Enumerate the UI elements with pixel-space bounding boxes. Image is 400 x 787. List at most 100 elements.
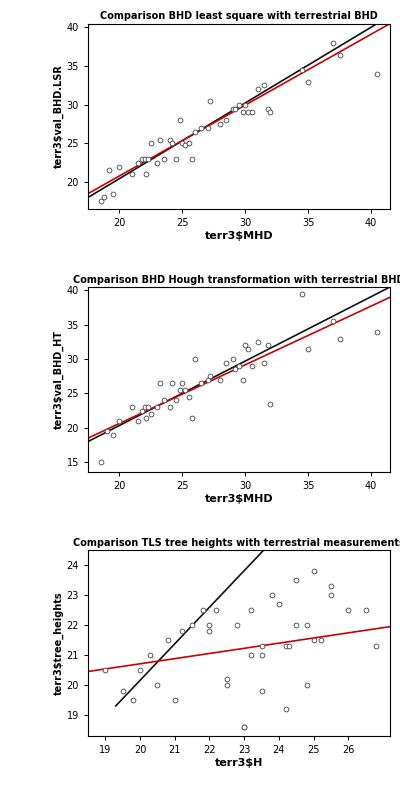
Point bbox=[198, 122, 204, 135]
Point bbox=[258, 648, 265, 661]
Point bbox=[328, 589, 334, 601]
Point bbox=[186, 137, 192, 150]
Point bbox=[310, 634, 317, 646]
Point bbox=[156, 133, 163, 146]
Point bbox=[110, 428, 116, 441]
Point bbox=[204, 122, 211, 135]
Point bbox=[147, 648, 154, 661]
Point bbox=[293, 619, 300, 631]
Point bbox=[179, 137, 186, 150]
Point bbox=[310, 565, 317, 578]
Point bbox=[145, 401, 152, 413]
Point bbox=[148, 137, 154, 150]
Y-axis label: terr3$tree_heights: terr3$tree_heights bbox=[54, 591, 64, 695]
Point bbox=[276, 598, 282, 611]
Point bbox=[330, 37, 336, 50]
Point bbox=[245, 342, 251, 355]
Point bbox=[106, 164, 112, 177]
Point bbox=[241, 721, 248, 733]
Point bbox=[240, 374, 246, 386]
Point bbox=[261, 79, 267, 92]
Point bbox=[232, 363, 238, 375]
Point bbox=[172, 693, 178, 706]
Point bbox=[207, 370, 213, 382]
Point bbox=[116, 161, 123, 173]
Point bbox=[206, 625, 213, 637]
Point bbox=[248, 106, 255, 119]
Point bbox=[269, 589, 275, 601]
Point bbox=[130, 693, 136, 706]
Point bbox=[336, 48, 343, 61]
Point bbox=[186, 390, 192, 403]
Point bbox=[101, 191, 108, 204]
Point bbox=[248, 648, 254, 661]
Point bbox=[145, 153, 152, 165]
Point bbox=[104, 425, 110, 438]
Point bbox=[97, 456, 104, 468]
Point bbox=[283, 640, 289, 652]
Point bbox=[373, 640, 379, 652]
Point bbox=[192, 125, 198, 138]
Point bbox=[154, 157, 160, 169]
Point bbox=[160, 153, 167, 165]
Point bbox=[240, 106, 246, 119]
Point bbox=[248, 604, 254, 616]
Point bbox=[293, 574, 300, 586]
Point bbox=[304, 619, 310, 631]
Point bbox=[154, 401, 160, 413]
Point bbox=[261, 357, 267, 369]
Title: Comparison BHD Hough transformation with terrestrial BHD: Comparison BHD Hough transformation with… bbox=[73, 275, 400, 285]
Point bbox=[213, 604, 220, 616]
Point bbox=[234, 619, 240, 631]
Point bbox=[139, 153, 145, 165]
Point bbox=[374, 68, 381, 80]
Point bbox=[148, 408, 154, 420]
Point bbox=[189, 153, 196, 165]
Point bbox=[305, 76, 312, 88]
Point bbox=[217, 118, 223, 131]
Point bbox=[330, 315, 336, 327]
Point bbox=[129, 401, 135, 413]
Point bbox=[336, 332, 343, 345]
Point bbox=[223, 357, 230, 369]
X-axis label: terr3$MHD: terr3$MHD bbox=[205, 494, 273, 504]
Point bbox=[245, 106, 251, 119]
Point bbox=[166, 133, 173, 146]
Point bbox=[182, 139, 188, 151]
Point bbox=[328, 580, 334, 593]
Point bbox=[179, 377, 186, 390]
Point bbox=[160, 394, 167, 407]
Y-axis label: terr3$val_BHD.LSR: terr3$val_BHD.LSR bbox=[54, 65, 64, 168]
Point bbox=[135, 415, 142, 427]
Point bbox=[206, 619, 213, 631]
Point bbox=[265, 102, 271, 115]
Point bbox=[165, 634, 171, 646]
Point bbox=[345, 604, 352, 616]
Point bbox=[198, 377, 204, 390]
Point bbox=[177, 384, 183, 397]
Point bbox=[267, 397, 274, 410]
Point bbox=[305, 342, 312, 355]
Point bbox=[224, 673, 230, 685]
Point bbox=[143, 412, 149, 424]
Point bbox=[255, 335, 261, 348]
Title: Comparison TLS tree heights with terrestrial measurements: Comparison TLS tree heights with terrest… bbox=[73, 538, 400, 549]
Y-axis label: terr3$val_BHD_HT: terr3$val_BHD_HT bbox=[54, 331, 64, 429]
Point bbox=[267, 106, 274, 119]
Point bbox=[224, 678, 230, 691]
Point bbox=[116, 415, 123, 427]
Point bbox=[169, 377, 176, 390]
Point bbox=[248, 360, 255, 372]
Point bbox=[169, 137, 176, 150]
Point bbox=[204, 374, 211, 386]
Point bbox=[192, 353, 198, 365]
Point bbox=[207, 94, 213, 107]
Point bbox=[102, 663, 108, 676]
Point bbox=[139, 405, 145, 417]
Point bbox=[299, 64, 305, 76]
Point bbox=[178, 625, 185, 637]
Point bbox=[129, 168, 135, 180]
Point bbox=[283, 703, 289, 715]
Point bbox=[236, 98, 242, 111]
Point bbox=[173, 394, 179, 407]
